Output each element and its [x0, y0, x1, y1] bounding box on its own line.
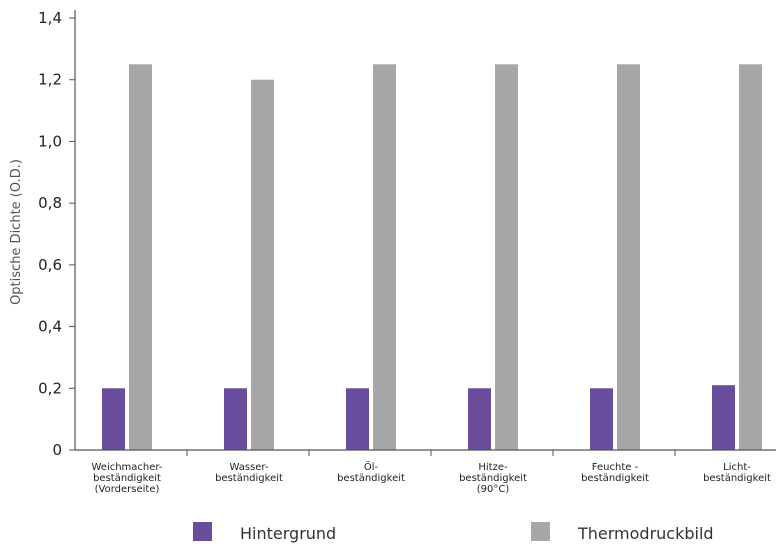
bar-hintergrund: [468, 388, 491, 450]
bar-thermodruckbild: [373, 64, 396, 451]
x-category-label: Wasser-beständigkeit: [215, 462, 283, 484]
x-category-label: Licht-beständigkeit: [703, 462, 771, 484]
bar-hintergrund: [590, 388, 613, 450]
bar-thermodruckbild: [251, 79, 274, 450]
bar-thermodruckbild: [129, 64, 152, 451]
y-tick-label: 0: [52, 441, 62, 459]
legend-swatch: [531, 522, 550, 541]
bar-thermodruckbild: [617, 64, 640, 451]
legend-swatch: [193, 522, 212, 541]
bar-thermodruckbild: [495, 64, 518, 451]
x-category-label: Hitze-beständigkeit (90°C): [459, 462, 527, 495]
x-category-label: Weichmacher-beständigkeit (Vorderseite): [91, 462, 162, 495]
y-axis: 0 0,2 0,4 0,6 0,8 1,0 1,2 1,4: [38, 9, 76, 459]
bar-hintergrund: [102, 388, 125, 450]
legend-label: Thermodruckbild: [577, 524, 714, 543]
bar-hintergrund: [346, 388, 369, 450]
y-tick-label: 1,2: [38, 71, 62, 89]
legend-label: Hintergrund: [240, 524, 336, 543]
y-axis-label: Optische Dichte (O.D.): [9, 159, 24, 305]
bar-hintergrund: [224, 388, 247, 450]
y-tick-label: 0,6: [38, 256, 62, 274]
legend: Hintergrund Thermodruckbild: [193, 522, 714, 543]
x-category-label: Feuchte -beständigkeit: [581, 462, 649, 484]
bar-hintergrund: [712, 385, 735, 450]
y-tick-label: 0,4: [38, 318, 62, 336]
y-tick-label: 0,8: [38, 194, 62, 212]
bars: [102, 64, 762, 451]
bar-thermodruckbild: [739, 64, 762, 451]
x-axis: Weichmacher-beständigkeit (Vorderseite) Wa…: [75, 449, 776, 495]
x-category-label: Öl-beständigkeit: [337, 460, 405, 484]
y-tick-label: 1,4: [38, 9, 62, 27]
y-tick-label: 1,0: [38, 132, 62, 150]
y-tick-label: 0,2: [38, 379, 62, 397]
